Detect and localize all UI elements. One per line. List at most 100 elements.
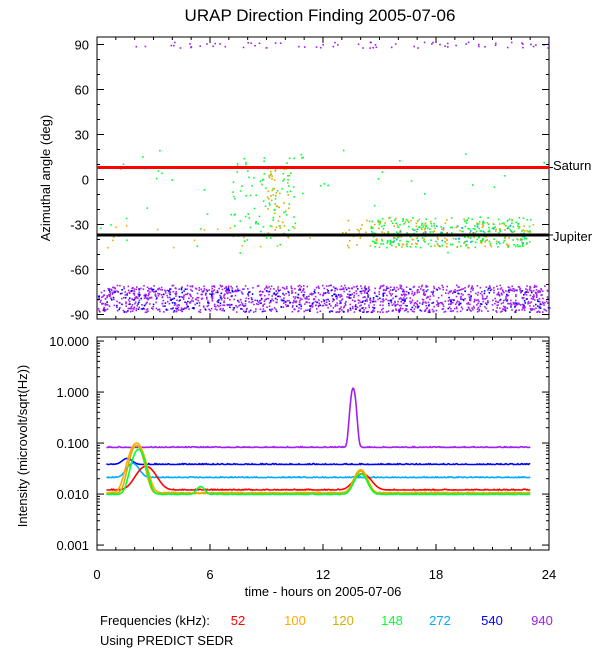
scatter-point-940 xyxy=(136,286,138,288)
scatter-point-940 xyxy=(322,44,324,46)
scatter-point-120 xyxy=(495,230,497,232)
scatter-point-540 xyxy=(428,304,430,307)
scatter-point-940 xyxy=(211,295,213,297)
scatter-point-940 xyxy=(455,307,458,310)
scatter-point-940 xyxy=(300,285,303,288)
scatter-point-940 xyxy=(455,44,457,47)
scatter-point-940 xyxy=(523,306,525,308)
scatter-point-940 xyxy=(227,304,230,306)
scatter-point-540 xyxy=(137,308,140,310)
scatter-point-120 xyxy=(485,239,487,242)
scatter-point-272 xyxy=(510,230,513,232)
scatter-point-940 xyxy=(335,304,337,306)
scatter-point-940 xyxy=(368,304,370,307)
scatter-point-940 xyxy=(444,300,447,303)
scatter-point-120 xyxy=(480,241,482,243)
scatter-point-940 xyxy=(547,302,549,304)
scatter-point-940 xyxy=(351,299,354,301)
scatter-point-148 xyxy=(488,226,490,229)
scatter-point-940 xyxy=(540,294,542,296)
scatter-point-940 xyxy=(148,292,150,295)
scatter-point-540 xyxy=(204,308,207,310)
scatter-point-940 xyxy=(132,292,135,295)
scatter-point-940 xyxy=(544,301,546,304)
scatter-point-940 xyxy=(111,289,113,292)
scatter-point-540 xyxy=(369,297,372,300)
scatter-point-940 xyxy=(447,46,449,48)
scatter-point-940 xyxy=(304,46,306,48)
scatter-point-272 xyxy=(442,227,445,229)
scatter-point-540 xyxy=(226,288,228,291)
scatter-point-148 xyxy=(230,213,233,216)
scatter-point-940 xyxy=(400,304,402,307)
scatter-point-540 xyxy=(394,305,397,307)
scatter-point-940 xyxy=(390,300,392,303)
scatter-point-940 xyxy=(408,293,410,295)
scatter-point-148 xyxy=(504,235,507,238)
scatter-point-148 xyxy=(450,232,453,234)
scatter-point-120 xyxy=(482,225,485,227)
scatter-point-120 xyxy=(370,225,373,228)
scatter-point-940 xyxy=(405,297,408,300)
scatter-point-148 xyxy=(421,237,424,239)
scatter-point-940 xyxy=(449,310,452,312)
scatter-point-940 xyxy=(144,311,147,314)
scatter-point-940 xyxy=(134,301,137,304)
scatter-point-120 xyxy=(393,237,395,239)
scatter-point-540 xyxy=(137,303,139,305)
legend-entry-100: 100 xyxy=(284,613,306,628)
scatter-point-940 xyxy=(133,288,136,290)
scatter-point-940 xyxy=(291,290,293,292)
scatter-point-940 xyxy=(487,301,489,304)
scatter-point-940 xyxy=(362,296,364,299)
scatter-point-940 xyxy=(496,304,498,307)
scatter-point-940 xyxy=(405,290,408,293)
scatter-point-940 xyxy=(245,297,248,300)
scatter-point-940 xyxy=(490,288,493,291)
scatter-point-940 xyxy=(429,298,431,301)
scatter-point-940 xyxy=(442,305,445,307)
scatter-point-940 xyxy=(529,302,531,304)
scatter-point-940 xyxy=(456,300,459,302)
scatter-point-940 xyxy=(360,290,363,293)
scatter-point-540 xyxy=(142,307,145,310)
scatter-point-148 xyxy=(497,218,500,221)
scatter-point-540 xyxy=(171,298,174,300)
scatter-point-940 xyxy=(99,311,101,313)
scatter-point-148 xyxy=(403,223,405,225)
scatter-point-540 xyxy=(537,305,539,307)
scatter-point-272 xyxy=(396,238,398,241)
scatter-point-940 xyxy=(266,287,269,289)
scatter-point-940 xyxy=(251,301,254,303)
scatter-point-272 xyxy=(413,229,415,232)
scatter-point-940 xyxy=(422,293,425,296)
scatter-point-940 xyxy=(131,298,133,301)
scatter-point-940 xyxy=(145,294,148,296)
scatter-point-100 xyxy=(508,244,510,247)
scatter-point-940 xyxy=(521,303,524,306)
scatter-point-940 xyxy=(227,292,229,295)
scatter-point-940 xyxy=(324,304,327,306)
scatter-point-940 xyxy=(533,299,536,301)
scatter-point-148 xyxy=(482,221,484,224)
scatter-point-540 xyxy=(323,300,325,302)
scatter-point-540 xyxy=(282,292,284,295)
scatter-point-940 xyxy=(104,310,106,312)
scatter-point-940 xyxy=(336,297,338,300)
scatter-point-940 xyxy=(113,304,116,307)
scatter-point-940 xyxy=(154,293,157,295)
scatter-point-940 xyxy=(400,285,403,287)
scatter-point-148 xyxy=(161,172,163,175)
scatter-point-940 xyxy=(416,307,419,309)
scatter-point-940 xyxy=(514,289,517,292)
scatter-point-148 xyxy=(519,245,521,247)
scatter-point-940 xyxy=(211,285,213,288)
scatter-point-940 xyxy=(104,303,107,305)
scatter-point-940 xyxy=(343,306,345,309)
scatter-point-120 xyxy=(395,217,397,220)
intensity-line-100 xyxy=(106,442,531,495)
scatter-point-148 xyxy=(474,225,476,227)
scatter-point-940 xyxy=(197,296,200,299)
scatter-point-940 xyxy=(348,287,351,290)
